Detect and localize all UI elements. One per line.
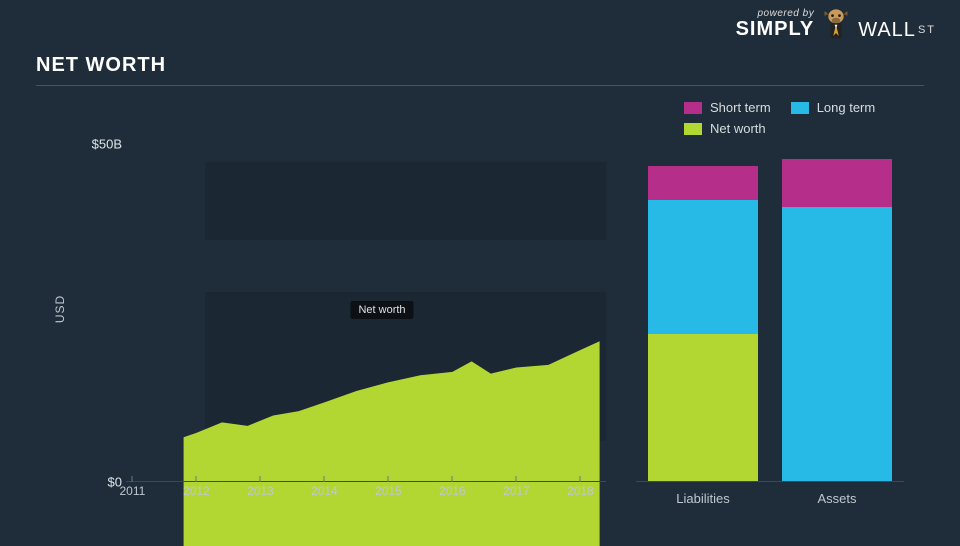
x-tick: 2011 [119,484,145,498]
brand-st: ST [918,24,936,36]
legend-swatch [684,123,702,135]
x-tickmark [324,476,325,482]
legend: Short term Long term Net worth [684,100,924,136]
title-divider [36,85,924,86]
bull-icon [822,8,850,40]
bar-segment-long-term [782,207,892,483]
section-header: NET WORTH [36,54,924,86]
x-tickmark [260,476,261,482]
legend-label: Net worth [710,121,766,136]
area-series-net-worth [184,341,600,546]
x-tick: 2014 [311,484,338,498]
bar-stack [782,159,892,482]
bars-baseline [636,481,904,482]
bar-segment-net-worth [648,334,758,482]
plot-inner: Net worth [126,110,606,482]
series-tooltip: Net worth [350,301,413,319]
legend-label: Long term [817,100,876,115]
x-tick: 2017 [503,484,530,498]
bar-segment-long-term [648,200,758,334]
brand-simply: SIMPLY [736,18,815,40]
x-tick: 2018 [567,484,594,498]
bar-label: Liabilities [676,491,729,506]
bars-wrap: LiabilitiesAssets [636,146,904,482]
y-axis-label: USD [53,295,67,323]
x-tick: 2013 [247,484,274,498]
legend-label: Short term [710,100,771,115]
charts-container: USD $0$50B Net worth 2011 2012 2013 2014 201… [36,100,924,518]
y-tick: $50B [92,136,122,151]
x-tickmark [196,476,197,482]
x-tickmark [132,476,133,482]
brand-text: powered by SIMPLY [736,9,815,39]
stacked-bar-chart: Short term Long term Net worth Liabilities… [636,100,924,518]
x-tickmark [516,476,517,482]
x-ticks: 20112012201320142015201620172018 [126,484,606,504]
area-plot: Net worth [126,110,606,482]
bar-segment-short-term [782,159,892,206]
brand-wall: WALL [858,19,916,41]
legend-item-net-worth: Net worth [684,121,766,136]
bar-segment-short-term [648,166,758,200]
x-tick: 2016 [439,484,466,498]
x-axis-line [126,481,606,482]
legend-item-short-term: Short term [684,100,771,115]
bar-liabilities: Liabilities [648,146,758,482]
bar-column [648,166,758,482]
bar-column [782,159,892,482]
y-ticks: $0$50B [72,110,122,482]
x-tickmark [388,476,389,482]
x-tick: 2012 [183,484,210,498]
legend-swatch [684,102,702,114]
legend-item-long-term: Long term [791,100,876,115]
x-tick: 2015 [375,484,402,498]
bar-label: Assets [817,491,856,506]
brand-text-right: WALLST [858,9,936,40]
x-tickmark [452,476,453,482]
brand-logo: powered by SIMPLY WALLST [736,8,936,40]
x-tickmark [580,476,581,482]
bar-assets: Assets [782,146,892,482]
bar-stack [648,166,758,482]
legend-swatch [791,102,809,114]
area-chart: USD $0$50B Net worth 2011 2012 2013 2014 201… [36,100,606,518]
page-title: NET WORTH [36,54,924,85]
